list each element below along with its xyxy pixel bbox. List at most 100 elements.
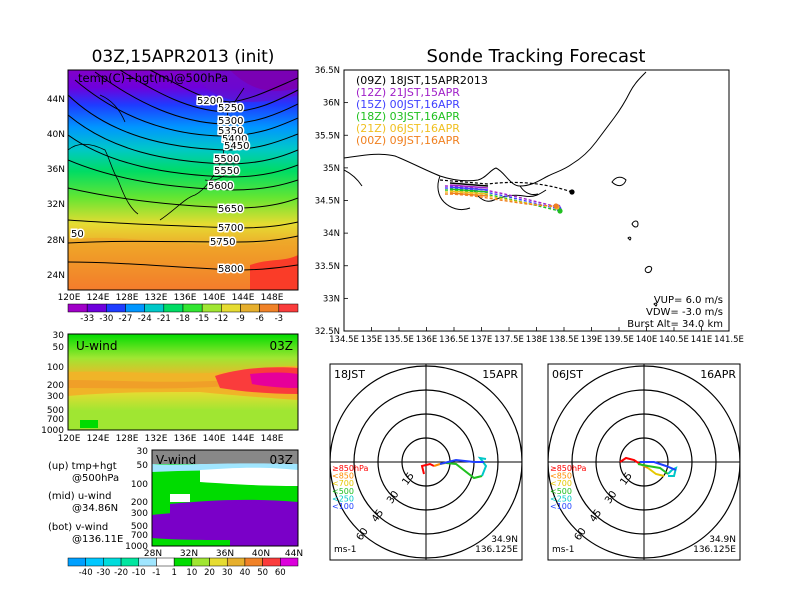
sonde-track — [444, 187, 560, 210]
lon-label: 137.5E — [494, 335, 524, 345]
run-legend-item: (21Z) 06JST,16APR — [356, 122, 460, 135]
lon-label: 148E — [261, 434, 284, 444]
colorbar-swatch — [67, 303, 88, 313]
lon-label: 141E — [691, 335, 713, 345]
hodo-trace — [445, 462, 483, 480]
lon-label: 124E — [87, 434, 110, 444]
colorbar-label: -10 — [132, 568, 146, 578]
level-legend-item: ≥850hPa — [332, 464, 369, 473]
colorbar-swatch — [138, 557, 157, 567]
colorbar-label: -3 — [275, 314, 283, 324]
top-map-field-label: temp(C)+hgt(m)@500hPa — [78, 71, 228, 85]
legend-mid: (mid) u-wind — [48, 491, 111, 502]
legend-mid-level: @34.86N — [72, 503, 118, 514]
lon-label: 132E — [145, 293, 168, 303]
lat-label: 36N — [47, 165, 65, 175]
pressure-label: 700 — [131, 531, 148, 541]
hodo-time: 18JST — [334, 368, 365, 381]
legend-bot: (bot) v-wind — [48, 522, 108, 533]
colorbar-label: 60 — [275, 568, 286, 578]
wind-colorbar: -40 -30 -20 -10 -1 1 10 20 30 40 50 60 — [67, 557, 299, 578]
param-vdw: VDW= -3.0 m/s — [646, 307, 723, 318]
colorbar-swatch — [226, 557, 246, 567]
lon-label: 135.5E — [384, 335, 414, 345]
temperature-height-map: temp(C)+hgt(m)@500hPa 5200 5250 5300 535… — [47, 69, 299, 303]
lat-label: 36N — [323, 99, 340, 109]
colorbar-label: -6 — [255, 314, 263, 324]
colorbar-label: -1 — [152, 568, 160, 578]
hodo-trace — [420, 462, 435, 475]
lat-label: 35N — [323, 164, 340, 174]
hodo-unit: ms-1 — [334, 545, 356, 555]
hodo-lon: 136.125E — [475, 545, 518, 555]
colorbar-label: -9 — [236, 314, 244, 324]
level-legend-item: <700 — [550, 479, 572, 488]
lat-label: 44N — [47, 95, 65, 105]
colorbar-swatch — [221, 303, 241, 313]
pressure-label: 500 — [131, 522, 148, 532]
lon-label: 141.5E — [714, 335, 744, 345]
colorbar-label: 20 — [204, 568, 215, 578]
contour-label: 50 — [71, 229, 84, 240]
sonde-track — [444, 185, 559, 208]
colorbar-swatch — [86, 303, 107, 313]
hodo-date: 15APR — [482, 368, 518, 381]
colorbar-swatch — [191, 557, 210, 567]
colorbar-label: -33 — [80, 314, 94, 324]
contour-label: 5300 — [218, 116, 243, 127]
run-legend-item: (15Z) 00JST,16APR — [356, 98, 460, 111]
pressure-label: 300 — [47, 392, 64, 402]
hodo-trace — [439, 458, 484, 465]
level-legend-item: <500 — [332, 487, 354, 496]
contour-label: 5800 — [218, 264, 243, 275]
lon-label: 132E — [145, 434, 168, 444]
v-wind-time: 03Z — [270, 453, 294, 467]
panel-legend: (up) tmp+hgt @500hPa (mid) u-wind @34.86… — [48, 461, 123, 545]
hodo-trace — [433, 463, 441, 467]
lat-label: 40N — [47, 130, 65, 140]
colorbar-label: 1 — [171, 568, 176, 578]
level-legend-item: ≥850hPa — [550, 464, 587, 473]
u-wind-section: U-wind 03Z 30 50 100 200 300 500 700 100… — [41, 331, 299, 444]
colorbar-swatch — [201, 303, 222, 313]
lon-label: 134.5E — [329, 335, 359, 345]
hodo-lat: 34.9N — [709, 535, 736, 545]
lat-label: 28N — [47, 236, 65, 246]
hodo-trace — [667, 466, 678, 477]
contour-label: 5200 — [197, 96, 222, 107]
colorbar-swatch — [85, 557, 104, 567]
lon-label: 144E — [232, 293, 255, 303]
right-title: Sonde Tracking Forecast — [427, 46, 646, 67]
lon-label: 140.5E — [659, 335, 689, 345]
u-wind-label: U-wind — [76, 339, 117, 353]
landing-point — [569, 189, 575, 195]
lat-label: 32N — [47, 200, 65, 210]
lat-label: 40N — [252, 549, 270, 559]
colorbar-swatch — [240, 303, 260, 313]
colorbar-swatch — [259, 303, 280, 313]
colorbar-label: -24 — [138, 314, 152, 324]
lat-label: 34N — [323, 229, 340, 239]
lon-label: 144E — [232, 434, 255, 444]
lon-label: 124E — [87, 293, 110, 303]
level-legend-item: <700 — [332, 479, 354, 488]
contour-label: 5750 — [210, 237, 235, 248]
lat-label: 28N — [144, 549, 162, 559]
legend-bot-level: @136.11E — [72, 534, 123, 545]
pressure-label: 50 — [137, 461, 149, 471]
colorbar-label: -30 — [99, 314, 113, 324]
pressure-label: 200 — [47, 381, 64, 391]
colorbar-label: 10 — [186, 568, 197, 578]
lon-label: 139E — [581, 335, 603, 345]
contour-label: 5450 — [224, 141, 249, 152]
colorbar-swatch — [156, 557, 175, 567]
colorbar-swatch — [125, 303, 145, 313]
pressure-label: 30 — [137, 447, 149, 457]
colorbar-swatch — [244, 557, 263, 567]
colorbar-label: -20 — [114, 568, 128, 578]
lat-label: 35.5N — [315, 131, 340, 141]
hodo-lat: 34.9N — [491, 535, 518, 545]
colorbar-swatch — [120, 557, 140, 567]
